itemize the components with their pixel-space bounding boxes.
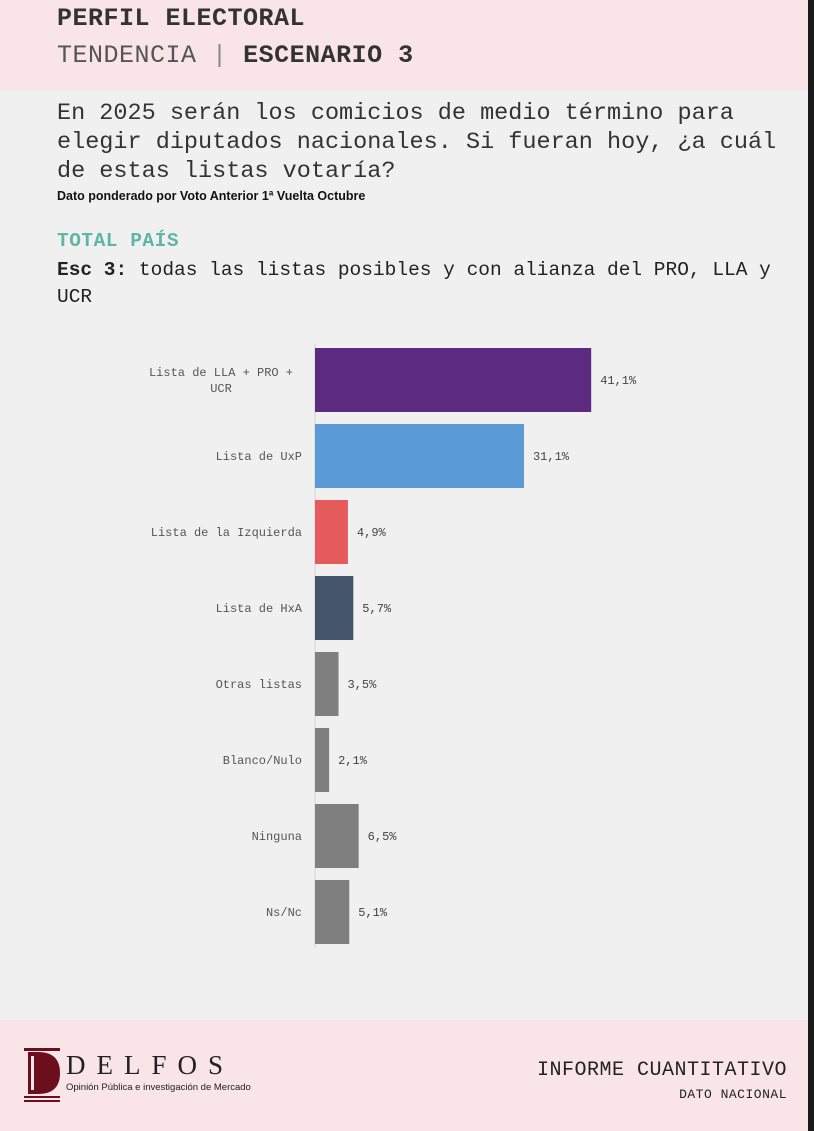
value-label: 31,1% (533, 450, 570, 464)
scenario-description: Esc 3: todas las listas posibles y con a… (57, 257, 777, 311)
page-title: PERFIL ELECTORAL (57, 4, 306, 33)
category-label: Lista de LLA + PRO + UCR (149, 366, 293, 396)
value-label: 4,9% (357, 526, 387, 540)
bar (315, 424, 524, 488)
category-label: Ninguna (252, 830, 302, 844)
subtitle-escenario: ESCENARIO 3 (243, 41, 414, 70)
category-label: Otras listas (216, 678, 302, 692)
bar (315, 652, 339, 716)
bar (315, 804, 359, 868)
bar (315, 880, 350, 944)
subtitle-separator: | (212, 41, 228, 70)
header-band (0, 0, 808, 90)
bar (315, 348, 592, 412)
survey-question: En 2025 serán los comicios de medio térm… (57, 100, 777, 185)
value-label: 3,5% (348, 678, 378, 692)
value-label: 2,1% (338, 754, 368, 768)
report-title: INFORME CUANTITATIVO (536, 1059, 787, 1082)
category-label: Blanco/Nulo (223, 754, 302, 768)
value-label: 5,1% (358, 906, 388, 920)
category-label: Lista de la Izquierda (151, 526, 302, 540)
scenario-text: todas las listas posibles y con alianza … (57, 259, 771, 308)
report-subtitle: DATO NACIONAL (679, 1087, 787, 1102)
weighting-note: Dato ponderado por Voto Anterior 1ª Vuel… (57, 189, 366, 203)
page-subtitle: TENDENCIA | ESCENARIO 3 (57, 41, 414, 70)
value-label: 5,7% (362, 602, 392, 616)
category-label: Ns/Nc (266, 906, 302, 920)
logo-tagline: Opinión Pública e investigación de Merca… (66, 1082, 251, 1093)
vote-intention-chart: Lista de LLA + PRO + UCR 41,1% Lista de UxP… (149, 344, 637, 948)
subtitle-tendencia: TENDENCIA (57, 41, 197, 70)
scenario-prefix: Esc 3: (57, 259, 128, 281)
category-label: Lista de HxA (216, 602, 303, 616)
value-label: 6,5% (368, 830, 398, 844)
bar (315, 500, 348, 564)
bar (315, 576, 354, 640)
footer-band (0, 1020, 808, 1131)
value-label: 41,1% (600, 374, 637, 388)
delfos-logo-icon (24, 1048, 60, 1102)
section-label: TOTAL PAÍS (57, 230, 180, 252)
page-edge (808, 0, 814, 1131)
bar (315, 728, 330, 792)
logo-name: DELFOS (66, 1050, 235, 1080)
category-label: Lista de UxP (216, 450, 302, 464)
